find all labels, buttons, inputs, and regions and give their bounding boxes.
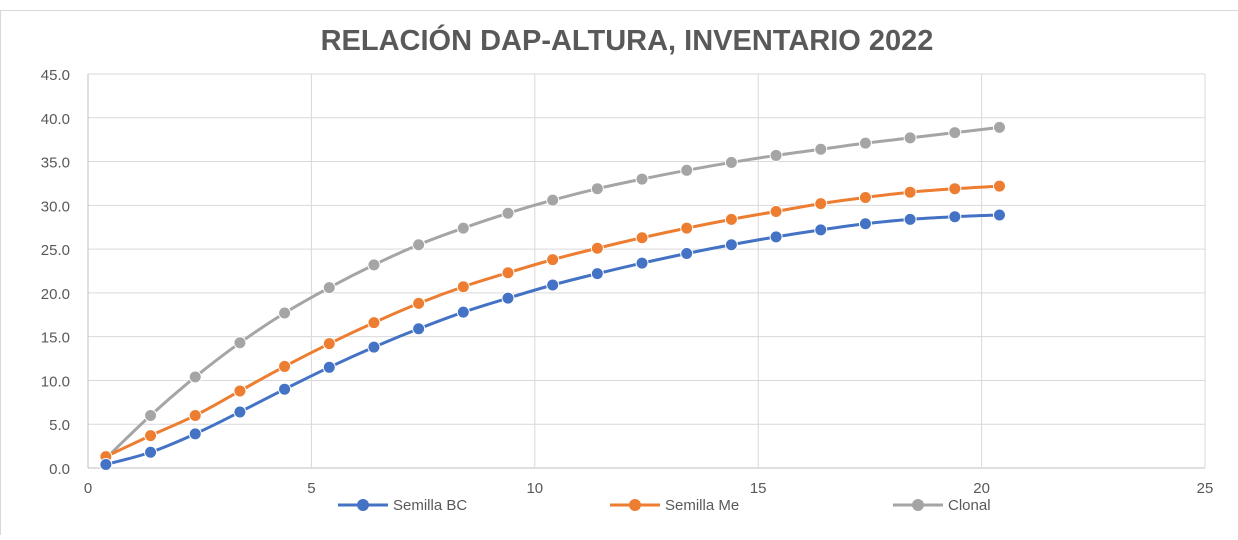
data-point-semilla-bc — [278, 382, 292, 396]
y-tick-label: 25.0 — [41, 242, 70, 259]
data-point-semilla-bc — [724, 238, 738, 252]
data-point-semilla-me — [188, 408, 202, 422]
y-tick-label: 20.0 — [41, 286, 70, 303]
data-point-clonal — [188, 370, 202, 384]
grid-lines — [87, 73, 1206, 469]
series-semilla-bc — [99, 208, 1006, 471]
data-point-clonal — [278, 306, 292, 320]
x-tick-label: 10 — [526, 480, 543, 497]
legend-item-semilla-me: Semilla Me — [610, 497, 739, 514]
legend-marker — [912, 499, 924, 511]
data-point-clonal — [501, 206, 515, 220]
data-point-semilla-bc — [233, 405, 247, 419]
data-point-semilla-me — [635, 231, 649, 245]
data-point-semilla-bc — [590, 267, 604, 281]
legend: Semilla BC Semilla Me Clonal — [338, 497, 991, 514]
data-point-semilla-bc — [367, 340, 381, 354]
data-point-semilla-me — [590, 241, 604, 255]
y-tick-label: 35.0 — [41, 155, 70, 172]
data-point-semilla-me — [233, 384, 247, 398]
series-clonal — [99, 120, 1006, 465]
data-point-clonal — [456, 221, 470, 235]
chart-title: RELACIÓN DAP-ALTURA, INVENTARIO 2022 — [321, 23, 934, 57]
y-tick-label: 40.0 — [41, 111, 70, 128]
y-tick-label: 30.0 — [41, 198, 70, 215]
data-point-semilla-bc — [680, 246, 694, 260]
legend-label: Clonal — [948, 497, 991, 514]
data-point-semilla-bc — [635, 256, 649, 270]
legend-label: Semilla BC — [393, 497, 467, 514]
data-point-clonal — [590, 182, 604, 196]
y-tick-label: 0.0 — [49, 461, 70, 478]
legend-item-semilla-bc: Semilla BC — [338, 497, 467, 514]
data-point-semilla-bc — [188, 427, 202, 441]
data-point-semilla-me — [948, 182, 962, 196]
axis-tick-labels: 0.0 5.0 10.0 15.0 20.0 25.0 30.0 35.0 40.0 45.0 0 5… — [41, 67, 1214, 497]
data-point-semilla-me — [680, 221, 694, 235]
legend-marker — [357, 499, 369, 511]
data-point-clonal — [814, 142, 828, 156]
x-tick-label: 15 — [750, 480, 767, 497]
data-point-semilla-me — [724, 212, 738, 226]
data-point-semilla-bc — [992, 208, 1006, 222]
data-point-semilla-bc — [858, 217, 872, 231]
data-point-semilla-me — [501, 266, 515, 280]
data-point-clonal — [233, 336, 247, 350]
y-tick-label: 45.0 — [41, 67, 70, 84]
data-point-semilla-bc — [903, 212, 917, 226]
data-point-clonal — [858, 136, 872, 150]
series-semilla-me — [99, 179, 1006, 464]
x-tick-label: 0 — [84, 480, 92, 497]
data-point-semilla-bc — [769, 230, 783, 244]
data-point-clonal — [635, 172, 649, 186]
y-tick-label: 10.0 — [41, 373, 70, 390]
data-point-semilla-bc — [322, 360, 336, 374]
data-point-semilla-me — [858, 190, 872, 204]
data-point-semilla-bc — [99, 457, 113, 471]
data-point-semilla-me — [992, 179, 1006, 193]
y-tick-label: 15.0 — [41, 330, 70, 347]
series-layer — [99, 120, 1006, 471]
data-point-clonal — [992, 120, 1006, 134]
data-point-semilla-me — [456, 280, 470, 294]
data-point-semilla-bc — [501, 291, 515, 305]
data-point-semilla-me — [144, 429, 158, 443]
data-point-clonal — [680, 163, 694, 177]
data-point-semilla-me — [814, 197, 828, 211]
x-tick-label: 5 — [307, 480, 315, 497]
chart-border-left — [0, 10, 1, 535]
data-point-clonal — [367, 258, 381, 272]
data-point-clonal — [903, 131, 917, 145]
data-point-semilla-bc — [412, 322, 426, 336]
data-point-semilla-me — [278, 359, 292, 373]
data-point-clonal — [412, 238, 426, 252]
data-point-semilla-me — [322, 337, 336, 351]
legend-item-clonal: Clonal — [893, 497, 991, 514]
data-point-semilla-me — [546, 253, 560, 267]
data-point-clonal — [322, 281, 336, 295]
chart-border-top — [0, 10, 1238, 11]
data-point-semilla-me — [412, 296, 426, 310]
data-point-clonal — [724, 155, 738, 169]
data-point-semilla-me — [367, 316, 381, 330]
data-point-semilla-me — [903, 185, 917, 199]
y-tick-label: 5.0 — [49, 417, 70, 434]
data-point-semilla-bc — [144, 445, 158, 459]
legend-label: Semilla Me — [665, 497, 739, 514]
data-point-semilla-me — [769, 204, 783, 218]
data-point-semilla-bc — [456, 305, 470, 319]
data-point-clonal — [144, 408, 158, 422]
data-point-clonal — [769, 148, 783, 162]
data-point-semilla-bc — [948, 210, 962, 224]
data-point-semilla-bc — [546, 278, 560, 292]
data-point-clonal — [546, 193, 560, 207]
x-tick-label: 25 — [1197, 480, 1214, 497]
data-point-semilla-bc — [814, 223, 828, 237]
x-tick-label: 20 — [973, 480, 990, 497]
data-point-clonal — [948, 126, 962, 140]
legend-marker — [629, 499, 641, 511]
